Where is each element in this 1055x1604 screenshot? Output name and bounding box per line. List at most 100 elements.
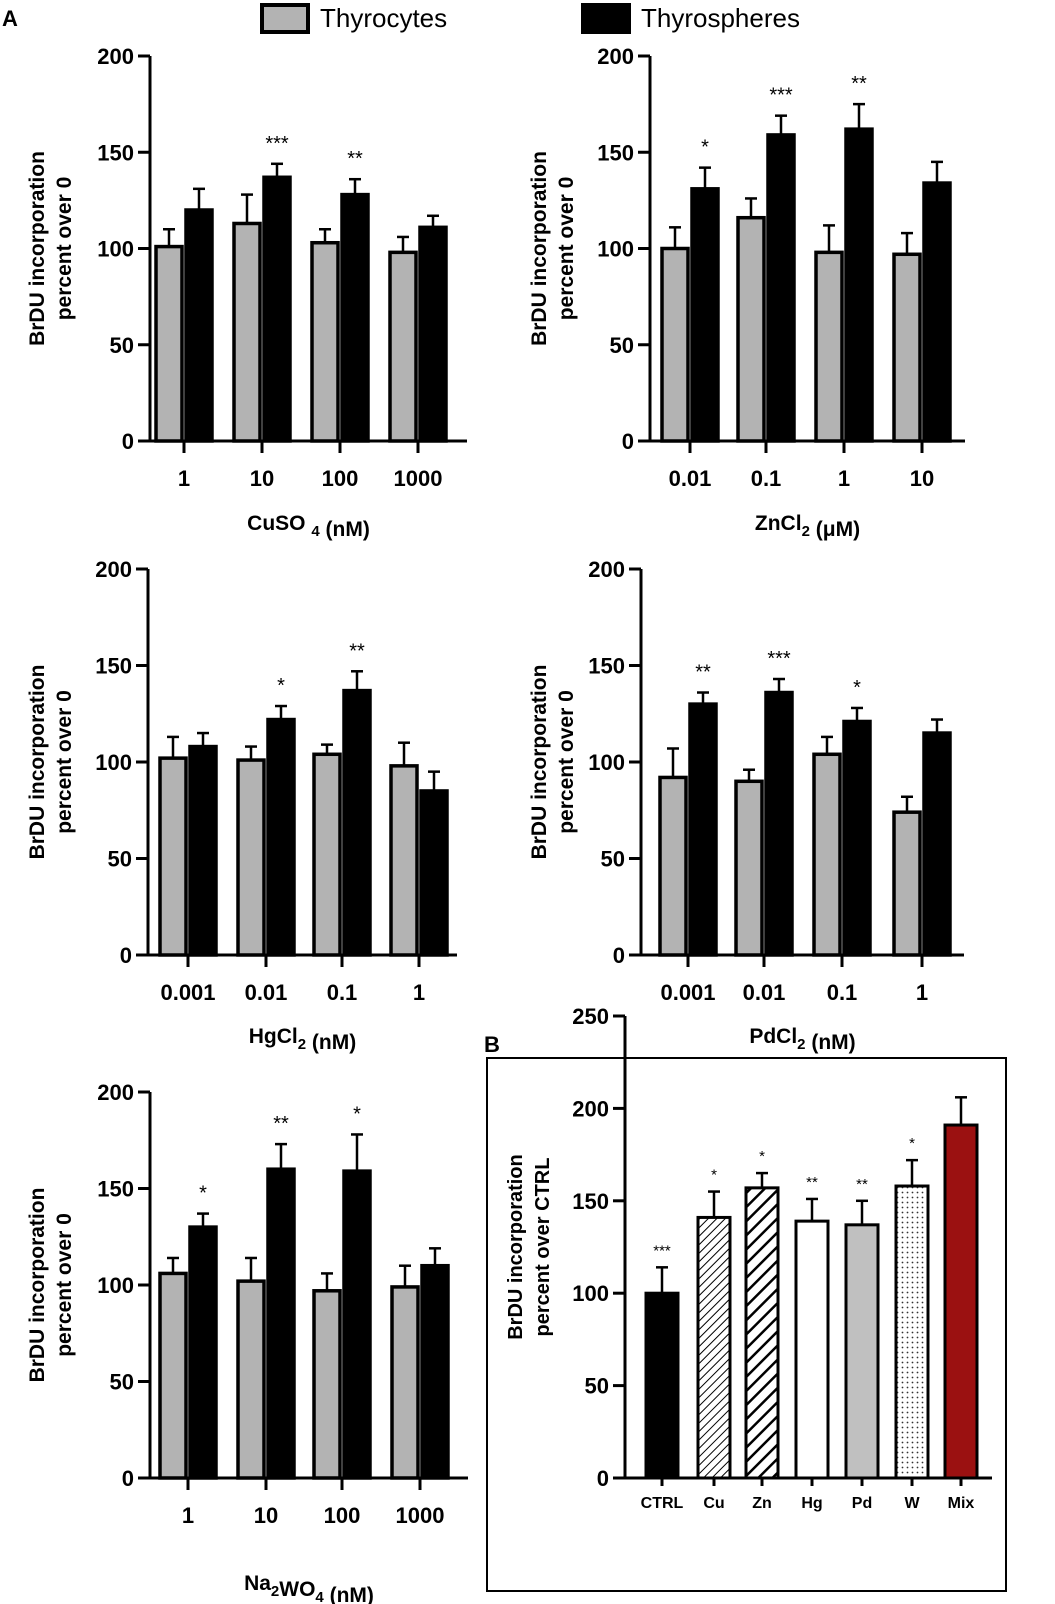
bar-thyrocytes — [812, 752, 842, 957]
bar-thyrocytes — [734, 779, 764, 957]
y-tick-label: 100 — [95, 750, 132, 775]
x-axis-label: PdCl2 (nM) — [749, 1025, 855, 1054]
x-tick-label: 0.01 — [245, 980, 288, 1005]
x-axis-label-part: (μM) — [810, 518, 860, 541]
y-tick-label: 0 — [613, 943, 625, 968]
y-axis-label: BrDU incorporation percent over 0 — [26, 151, 76, 346]
x-axis-label: ZnCl2 (μM) — [755, 512, 860, 541]
y-tick-label: 50 — [108, 847, 132, 872]
y-tick-label: 100 — [588, 750, 625, 775]
y-axis-label-line: percent over CTRL — [532, 1158, 554, 1337]
y-axis-label-line: BrDU incorporation — [505, 1154, 527, 1340]
legend-swatch-thyrospheres — [581, 3, 631, 34]
y-tick-label: 50 — [585, 1374, 609, 1399]
y-axis-label-line: BrDU incorporation — [26, 1188, 49, 1383]
bar-thyrospheres — [418, 225, 448, 443]
legend-label-thyrospheres: Thyrospheres — [641, 3, 800, 33]
y-axis-label-line: percent over 0 — [53, 177, 76, 321]
significance-label: * — [701, 137, 709, 159]
x-axis-label-part: PdCl — [749, 1025, 797, 1048]
y-tick-label: 0 — [120, 943, 132, 968]
x-axis-label-part: HgCl — [249, 1025, 298, 1048]
y-tick-label: 0 — [122, 1466, 134, 1491]
bar-thyrocytes — [158, 756, 188, 957]
y-axis-label-line: percent over 0 — [53, 1213, 76, 1357]
bar-thyrocytes — [312, 752, 342, 957]
chart-mix: 0 50 100 150 200 250 BrDU incorporation percent… — [505, 1004, 992, 1512]
significance-label: ** — [806, 1174, 818, 1191]
x-axis-label: HgCl2 (nM) — [249, 1025, 357, 1054]
bar-thyrospheres — [188, 744, 218, 957]
significance-label: * — [909, 1135, 915, 1152]
y-axis-label: BrDU incorporation percent over 0 — [528, 151, 578, 346]
bar-thyrospheres — [342, 688, 372, 957]
significance-label: * — [277, 675, 285, 697]
legend-swatch-thyrocytes — [260, 3, 310, 34]
x-tick-label: 10 — [910, 466, 934, 491]
x-tick-label: 1 — [916, 980, 928, 1005]
bar-thyrocytes — [892, 252, 922, 443]
x-axis-label-subscript: 2 — [271, 1583, 279, 1600]
y-tick-label: 100 — [97, 1273, 134, 1298]
bar-thyrocytes — [312, 1289, 342, 1480]
y-tick-label: 100 — [597, 237, 634, 262]
bar-thyrospheres — [188, 1225, 218, 1480]
y-tick-label: 200 — [95, 557, 132, 582]
x-tick-label: 1 — [178, 466, 190, 491]
x-tick-label: 1 — [413, 980, 425, 1005]
panel-b-frame — [486, 1057, 1007, 1592]
chart-zn: 0 50 100 150 200 BrDU incorporation percent ov… — [528, 44, 965, 541]
bar-thyrocytes — [814, 250, 844, 443]
x-tick-label: 0.01 — [669, 466, 712, 491]
bar-thyrocytes — [388, 250, 418, 443]
bar-thyrocytes — [154, 244, 184, 443]
bar-thyrocytes — [236, 758, 266, 957]
significance-label: ** — [349, 640, 365, 662]
y-tick-label: 250 — [572, 1004, 609, 1029]
bar-w — [894, 1184, 930, 1480]
bar-thyrospheres — [922, 181, 952, 443]
y-tick-label: 200 — [97, 1080, 134, 1105]
significance-label: *** — [769, 85, 793, 107]
chart-hg: 0 50 100 150 200 BrDU incorporation percent ov… — [26, 557, 457, 1054]
x-tick-label: Mix — [948, 1495, 975, 1512]
y-axis-label-line: BrDU incorporation — [26, 151, 49, 346]
y-tick-label: 0 — [122, 429, 134, 454]
x-tick-label: 1 — [838, 466, 850, 491]
significance-label: * — [353, 1103, 361, 1125]
chart-w: 0 50 100 150 200 BrDU incorporation percent ov… — [26, 1080, 468, 1604]
y-tick-label: 100 — [572, 1281, 609, 1306]
y-tick-label: 150 — [572, 1189, 609, 1214]
x-axis-label-part: WO — [279, 1578, 315, 1601]
bar-thyrospheres — [184, 208, 214, 443]
bar-hg — [794, 1219, 830, 1480]
y-axis-label-line: BrDU incorporation — [528, 665, 551, 860]
y-tick-label: 200 — [97, 44, 134, 69]
x-axis-label-part: Na — [244, 1572, 271, 1595]
bar-thyrospheres — [419, 789, 449, 957]
bar-thyrospheres — [266, 717, 296, 957]
bar-thyrocytes — [389, 764, 419, 957]
x-tick-label: Hg — [801, 1495, 822, 1512]
panel-label-b: B — [484, 1032, 500, 1057]
y-tick-label: 0 — [622, 429, 634, 454]
x-tick-label: 1000 — [396, 1503, 445, 1528]
bar-thyrospheres — [342, 1169, 372, 1480]
y-axis-label-line: percent over 0 — [53, 690, 76, 834]
bar-cu — [696, 1215, 732, 1480]
x-tick-label: Zn — [752, 1495, 772, 1512]
bar-thyrospheres — [922, 731, 952, 957]
x-tick-label: CTRL — [641, 1495, 684, 1512]
x-tick-label: 10 — [254, 1503, 278, 1528]
significance-label: ** — [273, 1113, 289, 1135]
y-tick-label: 150 — [597, 140, 634, 165]
y-tick-label: 0 — [597, 1466, 609, 1491]
bar-thyrospheres — [764, 690, 794, 957]
bar-thyrocytes — [310, 240, 340, 443]
y-tick-label: 50 — [601, 847, 625, 872]
bar-ctrl — [644, 1291, 680, 1480]
bar-thyrocytes — [892, 810, 922, 957]
x-axis-label-part: (nM) — [306, 1031, 356, 1054]
significance-label: *** — [653, 1242, 671, 1259]
